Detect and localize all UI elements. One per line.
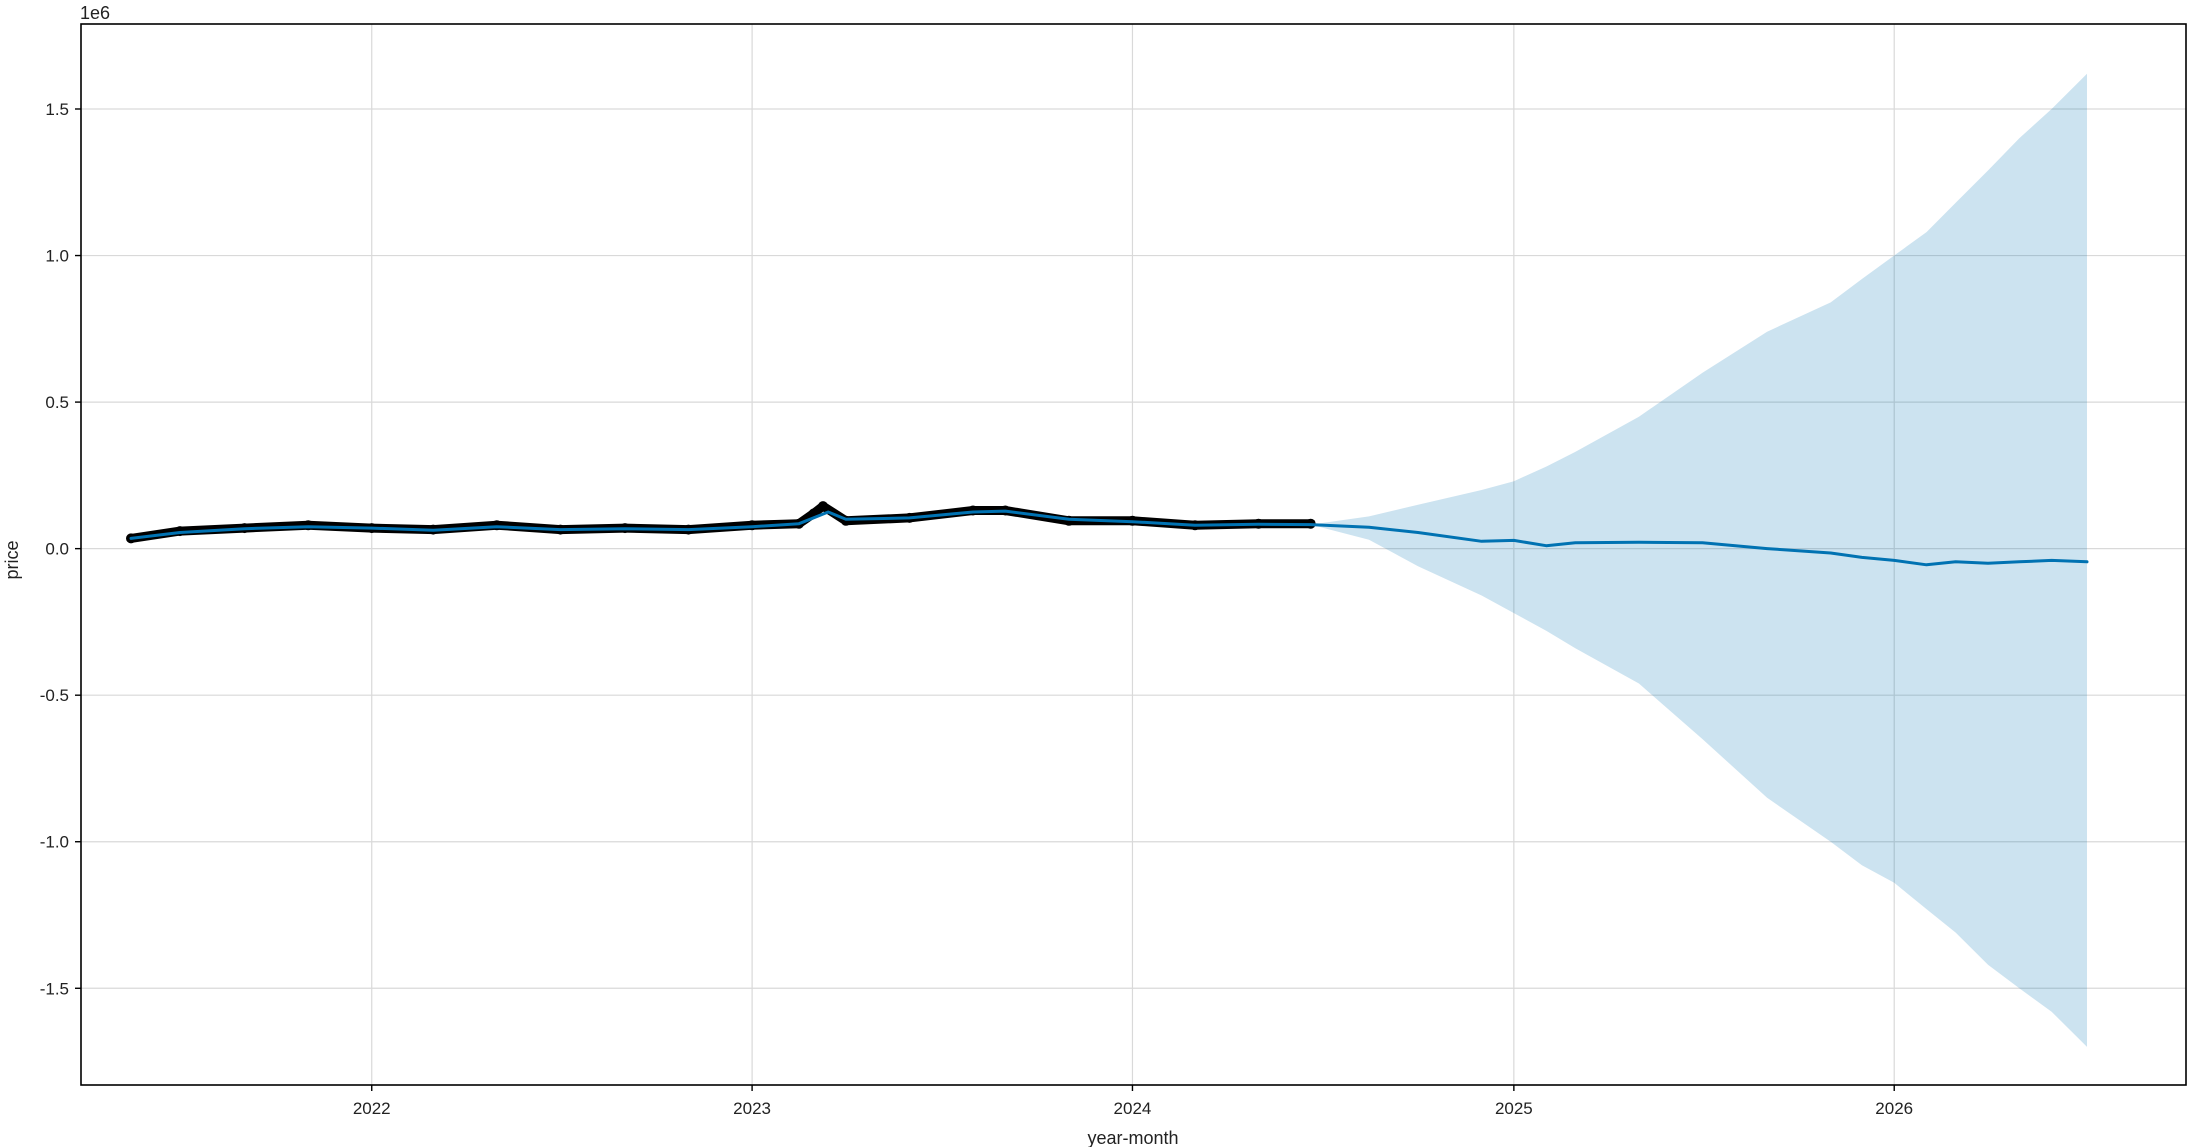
x-tick-label: 2024 (1114, 1099, 1152, 1118)
x-tick-label: 2025 (1495, 1099, 1533, 1118)
uncertainty-band-layer (131, 73, 2087, 1047)
forecast-line-layer (129, 509, 2089, 567)
plot-frame (80, 23, 2187, 1086)
y-tick-label: -0.5 (40, 686, 69, 705)
y-offset-label: 1e6 (80, 3, 110, 23)
y-tick-label: -1.5 (40, 979, 69, 998)
tick-layer: 2022 2023 2024 2025 2026 1.5 1.0 0.5 0.0 -0.5 -1.0… (40, 100, 1913, 1118)
y-tick-label: 1.0 (45, 247, 69, 266)
y-tick-label: -1.0 (40, 833, 69, 852)
x-tick-label: 2023 (733, 1099, 771, 1118)
x-tick-label: 2026 (1875, 1099, 1913, 1118)
y-tick-label: 1.5 (45, 100, 69, 119)
y-tick-label: 0.0 (45, 540, 69, 559)
y-tick-label: 0.5 (45, 393, 69, 412)
forecast-line (129, 509, 2089, 567)
grid (81, 24, 2186, 1085)
x-tick-label: 2022 (353, 1099, 391, 1118)
x-axis-label: year-month (1087, 1128, 1178, 1147)
y-axis-label: price (2, 540, 22, 579)
uncertainty-band (131, 73, 2087, 1047)
